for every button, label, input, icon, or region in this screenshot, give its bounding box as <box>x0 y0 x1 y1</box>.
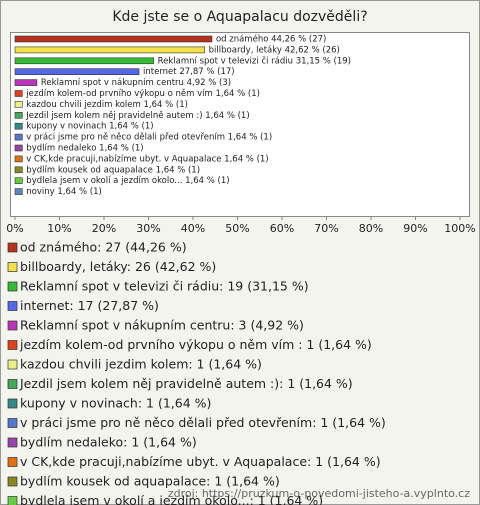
bar <box>14 166 23 174</box>
x-tick-label: 60% <box>270 222 294 235</box>
x-tick-label: 50% <box>225 222 249 235</box>
chart-title: Kde jste se o Aquapalacu dozvěděli? <box>112 9 367 25</box>
legend-swatch <box>7 320 18 331</box>
legend-label: v CK,kde pracuji,nabízíme ubyt. v Aquapa… <box>20 454 381 469</box>
x-tick-label: 80% <box>359 222 383 235</box>
bar <box>14 57 154 65</box>
legend-swatch <box>7 379 18 389</box>
bar-label: bydlela jsem v okolí a jezdím okolo... 1… <box>26 176 229 186</box>
legend-label: Reklamní spot v televizi či rádiu: 19 (3… <box>20 279 309 294</box>
x-tick-label: 30% <box>136 222 160 235</box>
bar <box>14 133 23 141</box>
bar-label: v CK,kde pracuji,nabízíme ubyt. v Aquapa… <box>26 154 268 164</box>
bar-label: noviny 1,64 % (1) <box>26 187 102 197</box>
bar-label: kupony v novinach 1,64 % (1) <box>26 122 153 132</box>
source: zdroj: https://pruzkum-o-povedomi-jisteh… <box>168 487 470 500</box>
bar-label: kazdou chvili jezdim kolem 1,64 % (1) <box>26 100 188 110</box>
legend-label: Reklamní spot v nákupním centru: 3 (4,92… <box>20 318 304 333</box>
legend-swatch <box>7 437 18 448</box>
legend-label: bydlím kousek od aquapalace: 1 (1,64 %) <box>20 474 280 489</box>
x-tick-label: 10% <box>47 222 71 235</box>
bar <box>14 68 140 75</box>
legend-label: jezdím kolem-od prvního výkopu o něm vím… <box>19 337 372 352</box>
x-tick-label: 100% <box>444 222 475 235</box>
legend-label: Jezdil jsem kolem něj pravidelně autem :… <box>19 376 353 391</box>
legend-swatch <box>7 398 18 409</box>
bar-label: od známého 44,26 % (27) <box>216 34 326 45</box>
legend-swatch <box>7 340 18 350</box>
bar-label: v práci jsme pro ně něco dělali před ote… <box>26 133 272 143</box>
bar-label: jezdím kolem-od prvního výkopu o něm vím… <box>25 89 260 99</box>
legend-swatch <box>7 242 18 253</box>
legend-swatch <box>7 262 18 272</box>
legend-label: bydlím nedaleko: 1 (1,64 %) <box>20 435 197 450</box>
bar <box>14 90 23 97</box>
bar-label: Reklamní spot v nákupním centru 4,92 % (… <box>41 78 231 88</box>
x-tick-label: 20% <box>92 222 116 235</box>
x-tick-label: 90% <box>403 222 427 235</box>
legend-swatch <box>7 457 18 467</box>
legend-swatch <box>7 496 18 505</box>
legend-swatch <box>7 301 18 311</box>
bar <box>14 188 23 195</box>
legend-swatch <box>7 359 18 370</box>
legend-label: bydlela jsem v okolí a jezdím okolo...: … <box>20 493 323 505</box>
bar-label: billboardy, letáky 42,62 % (26) <box>209 45 340 55</box>
bar <box>14 144 23 152</box>
bar <box>14 79 38 86</box>
x-tick-label: 40% <box>181 222 205 235</box>
x-tick-label: 70% <box>314 222 338 235</box>
bar <box>14 101 23 108</box>
legend-label: billboardy, letáky: 26 (42,62 %) <box>20 259 216 274</box>
legend-swatch <box>7 418 18 428</box>
legend-label: internet: 17 (27,87 %) <box>20 298 159 313</box>
bar <box>14 46 205 54</box>
bar <box>14 112 23 119</box>
bar <box>14 35 213 43</box>
x-tick-label: 0% <box>6 222 23 235</box>
legend-label: od známého: 27 (44,26 %) <box>20 240 187 255</box>
legend-label: kazdou chvili jezdim kolem: 1 (1,64 %) <box>20 357 262 372</box>
bar-label: Jezdil jsem kolem něj pravidelně autem :… <box>25 111 249 121</box>
bar <box>14 177 23 184</box>
legend-swatch <box>7 281 18 292</box>
legend-label: kupony v novinach: 1 (1,64 %) <box>20 396 211 411</box>
legend-label: v práci jsme pro ně něco dělali před ote… <box>20 415 386 430</box>
bar-label: bydlím nedaleko 1,64 % (1) <box>26 144 143 154</box>
bar-label: Reklamní spot v televizi či rádiu 31,15 … <box>158 55 351 66</box>
legend-swatch <box>7 476 18 487</box>
bar <box>14 122 23 130</box>
bar-label: internet 27,87 % (17) <box>143 67 235 77</box>
bar <box>14 155 23 163</box>
bar-label: bydlím kousek od aquapalace 1,64 % (1) <box>26 165 200 175</box>
